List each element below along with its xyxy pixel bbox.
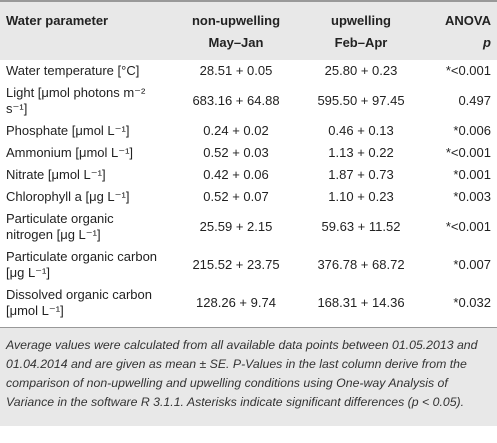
value-cell: *<0.001 (445, 145, 491, 160)
parameter-cell: Light [μmol photons m⁻² s⁻¹] (6, 85, 146, 116)
value-cell: *<0.001 (445, 219, 491, 234)
header-row: Water parameter non-upwelling May–Jan upwel… (0, 1, 497, 60)
table-row: Phosphate [μmol L⁻¹] 0.24 + 0.02 0.46 + 0.… (0, 120, 497, 142)
header-text: Water parameter (6, 13, 109, 28)
value-cell: *0.001 (453, 167, 491, 182)
table-row: Particulate organic nitrogen [μg L⁻¹] 25.… (0, 208, 497, 246)
table-body: Water temperature [°C] 28.51 + 0.05 25.80 … (0, 60, 497, 328)
value-cell: *0.006 (453, 123, 491, 138)
value-cell: 25.59 + 2.15 (199, 219, 273, 234)
value-cell: 683.16 + 64.88 (192, 93, 280, 108)
value-cell: 59.63 + 11.52 (321, 219, 401, 234)
table-row: Nitrate [μmol L⁻¹] 0.42 + 0.06 1.87 + 0.73… (0, 164, 497, 186)
parameter-cell: Nitrate [μmol L⁻¹] (6, 167, 106, 182)
table-header: Water parameter non-upwelling May–Jan upwel… (0, 1, 497, 60)
value-cell: *<0.001 (445, 63, 491, 78)
header-cell: upwelling Feb–Apr (302, 1, 420, 60)
table-row: Chlorophyll a [μg L⁻¹] 0.52 + 0.07 1.10 + … (0, 186, 497, 208)
value-cell: 376.78 + 68.72 (317, 257, 405, 272)
parameter-cell: Particulate organic nitrogen [μg L⁻¹] (6, 211, 114, 242)
value-cell: 0.52 + 0.03 (203, 145, 269, 160)
table-row: Dissolved organic carbon [μmol L⁻¹] 128.2… (0, 284, 497, 328)
table-row: Particulate organic carbon [μg L⁻¹] 215.5… (0, 246, 497, 284)
value-cell: 28.51 + 0.05 (199, 63, 273, 78)
value-cell: 595.50 + 97.45 (317, 93, 405, 108)
value-cell: 168.31 + 14.36 (317, 295, 405, 310)
value-cell: 0.24 + 0.02 (203, 123, 269, 138)
header-cell: non-upwelling May–Jan (170, 1, 302, 60)
header-text: ANOVA (445, 13, 491, 28)
value-cell: 215.52 + 23.75 (192, 257, 280, 272)
parameter-cell: Particulate organic carbon [μg L⁻¹] (6, 249, 158, 280)
parameter-cell: Dissolved organic carbon [μmol L⁻¹] (6, 287, 152, 318)
value-cell: *0.007 (453, 257, 491, 272)
header-cell: Water parameter (0, 1, 170, 60)
table-row: Water temperature [°C] 28.51 + 0.05 25.80 … (0, 60, 497, 82)
value-cell: 128.26 + 9.74 (196, 295, 276, 310)
value-cell: 25.80 + 0.23 (324, 63, 398, 78)
header-text: May–Jan (208, 35, 264, 50)
parameter-cell: Ammonium [μmol L⁻¹] (6, 145, 134, 160)
value-cell: 0.46 + 0.13 (328, 123, 394, 138)
header-text: non-upwelling (191, 13, 281, 28)
parameter-cell: Water temperature [°C] (6, 63, 140, 78)
header-cell: ANOVA p (420, 1, 497, 60)
value-cell: 0.42 + 0.06 (203, 167, 269, 182)
value-cell: 1.87 + 0.73 (328, 167, 394, 182)
value-cell: 1.10 + 0.23 (328, 189, 394, 204)
data-table: Water parameter non-upwelling May–Jan upwel… (0, 1, 497, 328)
header-text: p (483, 35, 491, 50)
value-cell: *0.032 (453, 295, 491, 310)
value-cell: *0.003 (453, 189, 491, 204)
table-row: Ammonium [μmol L⁻¹] 0.52 + 0.03 1.13 + 0.2… (0, 142, 497, 164)
parameter-cell: Chlorophyll a [μg L⁻¹] (6, 189, 130, 204)
header-text: Feb–Apr (334, 35, 388, 50)
value-cell: 1.13 + 0.22 (328, 145, 394, 160)
parameter-cell: Phosphate [μmol L⁻¹] (6, 123, 130, 138)
footnote: Average values were calculated from all … (0, 328, 497, 426)
header-text: upwelling (331, 13, 391, 28)
table-row: Light [μmol photons m⁻² s⁻¹] 683.16 + 64.… (0, 82, 497, 120)
value-cell: 0.497 (458, 93, 491, 108)
value-cell: 0.52 + 0.07 (203, 189, 269, 204)
